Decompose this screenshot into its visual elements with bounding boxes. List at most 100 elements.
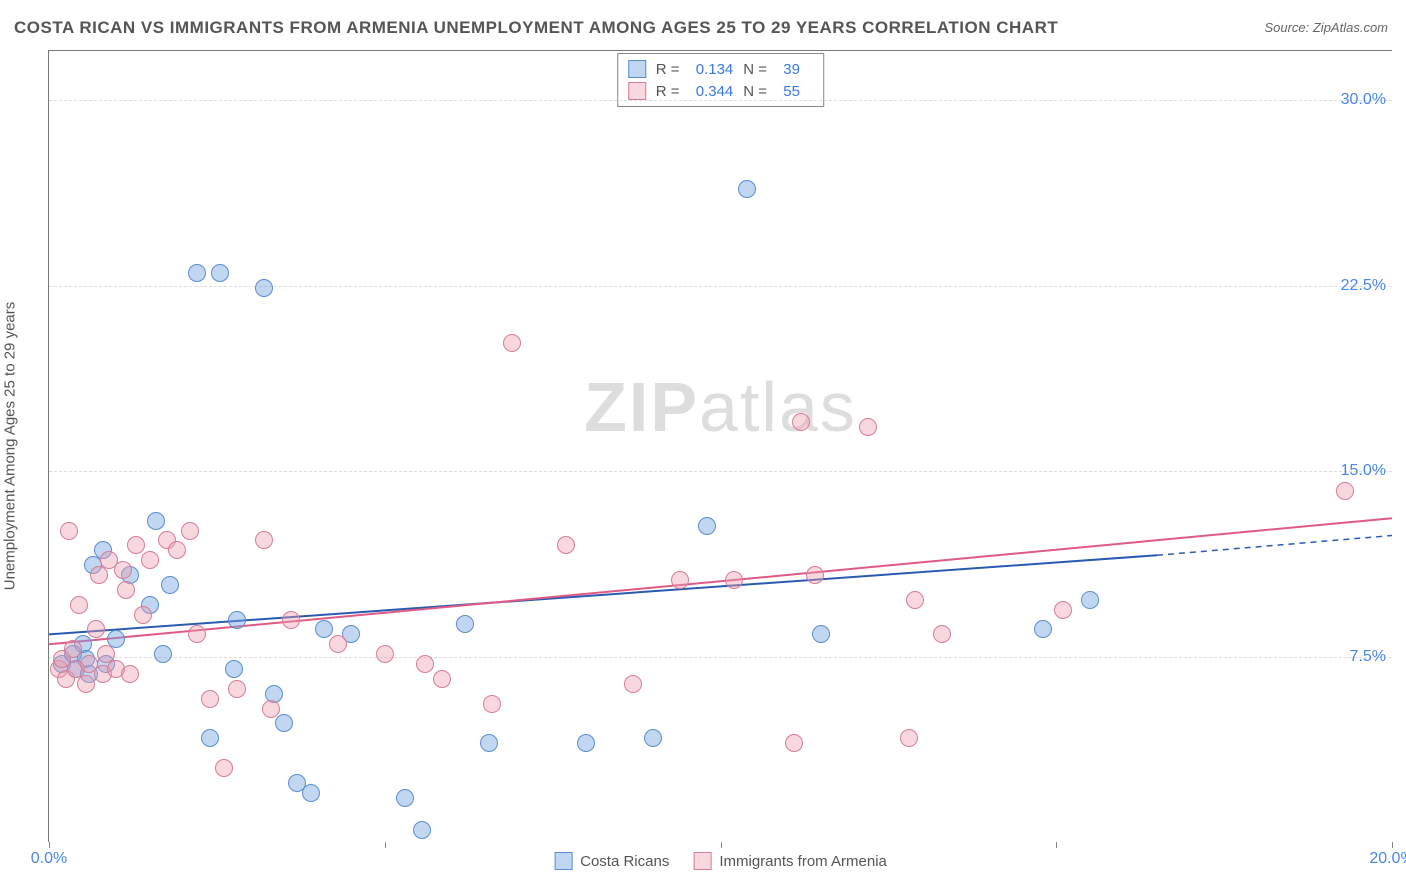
legend-bottom-item: Costa Ricans — [554, 852, 669, 870]
legend-r-label: R = — [656, 61, 686, 78]
legend-n-label: N = — [743, 61, 773, 78]
scatter-point — [812, 625, 830, 643]
scatter-point — [134, 606, 152, 624]
legend-swatch — [554, 852, 572, 870]
scatter-point — [201, 729, 219, 747]
scatter-point — [671, 571, 689, 589]
scatter-point — [275, 714, 293, 732]
scatter-point — [725, 571, 743, 589]
gridline-h — [49, 100, 1392, 101]
legend-bottom-item: Immigrants from Armenia — [693, 852, 887, 870]
scatter-point — [413, 821, 431, 839]
chart-title: COSTA RICAN VS IMMIGRANTS FROM ARMENIA U… — [14, 18, 1058, 38]
scatter-point — [416, 655, 434, 673]
trend-lines-svg — [49, 51, 1392, 842]
y-tick-label: 30.0% — [1341, 91, 1386, 109]
y-axis-label: Unemployment Among Ages 25 to 29 years — [2, 302, 19, 591]
scatter-point — [117, 581, 135, 599]
scatter-point — [1054, 601, 1072, 619]
legend-swatch — [628, 82, 646, 100]
legend-r-value: 0.344 — [696, 83, 734, 100]
scatter-point — [1034, 620, 1052, 638]
x-tick-mark — [1392, 842, 1393, 848]
x-tick-mark — [721, 842, 722, 848]
legend-n-value: 55 — [783, 83, 813, 100]
scatter-point — [147, 512, 165, 530]
scatter-point — [121, 665, 139, 683]
scatter-point — [859, 418, 877, 436]
scatter-point — [806, 566, 824, 584]
scatter-point — [483, 695, 501, 713]
trend-line — [49, 518, 1392, 644]
scatter-point — [557, 536, 575, 554]
legend-r-value: 0.134 — [696, 61, 734, 78]
x-tick-label: 20.0% — [1369, 850, 1406, 868]
scatter-point — [168, 541, 186, 559]
scatter-point — [255, 279, 273, 297]
legend-bottom: Costa Ricans Immigrants from Armenia — [554, 852, 887, 870]
scatter-point — [188, 625, 206, 643]
scatter-point — [302, 784, 320, 802]
scatter-point — [644, 729, 662, 747]
scatter-point — [433, 670, 451, 688]
scatter-point — [77, 675, 95, 693]
scatter-point — [456, 615, 474, 633]
scatter-point — [503, 334, 521, 352]
legend-series-label: Immigrants from Armenia — [719, 853, 887, 870]
scatter-point — [255, 531, 273, 549]
scatter-point — [906, 591, 924, 609]
scatter-point — [785, 734, 803, 752]
x-tick-mark — [1056, 842, 1057, 848]
scatter-point — [228, 680, 246, 698]
scatter-point — [154, 645, 172, 663]
scatter-point — [188, 264, 206, 282]
scatter-point — [480, 734, 498, 752]
scatter-point — [624, 675, 642, 693]
scatter-point — [87, 620, 105, 638]
chart-container: COSTA RICAN VS IMMIGRANTS FROM ARMENIA U… — [0, 0, 1406, 892]
y-tick-label: 15.0% — [1341, 462, 1386, 480]
scatter-point — [127, 536, 145, 554]
scatter-point — [60, 522, 78, 540]
legend-swatch — [693, 852, 711, 870]
plot-area: ZIPatlas R =0.134N =39R =0.344N =55 Cost… — [48, 50, 1392, 842]
legend-r-label: R = — [656, 83, 686, 100]
source-label: Source: ZipAtlas.com — [1264, 20, 1388, 35]
x-tick-mark — [385, 842, 386, 848]
x-tick-mark — [49, 842, 50, 848]
scatter-point — [577, 734, 595, 752]
scatter-point — [792, 413, 810, 431]
scatter-point — [738, 180, 756, 198]
scatter-point — [396, 789, 414, 807]
scatter-point — [262, 700, 280, 718]
scatter-point — [141, 551, 159, 569]
gridline-h — [49, 657, 1392, 658]
watermark-thin: atlas — [699, 368, 857, 446]
gridline-h — [49, 286, 1392, 287]
scatter-point — [1081, 591, 1099, 609]
trend-line — [49, 555, 1157, 634]
legend-n-label: N = — [743, 83, 773, 100]
scatter-point — [329, 635, 347, 653]
scatter-point — [282, 611, 300, 629]
watermark-bold: ZIP — [584, 368, 699, 446]
scatter-point — [933, 625, 951, 643]
scatter-point — [225, 660, 243, 678]
scatter-point — [900, 729, 918, 747]
scatter-point — [70, 596, 88, 614]
scatter-point — [64, 640, 82, 658]
legend-top: R = 0.134 N = 39 R = 0.344 N = 55 — [617, 53, 825, 107]
trend-line-dash — [1157, 535, 1392, 555]
scatter-point — [215, 759, 233, 777]
watermark: ZIPatlas — [584, 367, 857, 447]
x-tick-label: 0.0% — [31, 850, 67, 868]
scatter-point — [201, 690, 219, 708]
scatter-point — [1336, 482, 1354, 500]
y-tick-label: 7.5% — [1350, 648, 1386, 666]
legend-top-row: R = 0.134 N = 39 — [628, 58, 814, 80]
legend-n-value: 39 — [783, 61, 813, 78]
scatter-point — [211, 264, 229, 282]
scatter-point — [315, 620, 333, 638]
legend-swatch — [628, 60, 646, 78]
scatter-point — [698, 517, 716, 535]
